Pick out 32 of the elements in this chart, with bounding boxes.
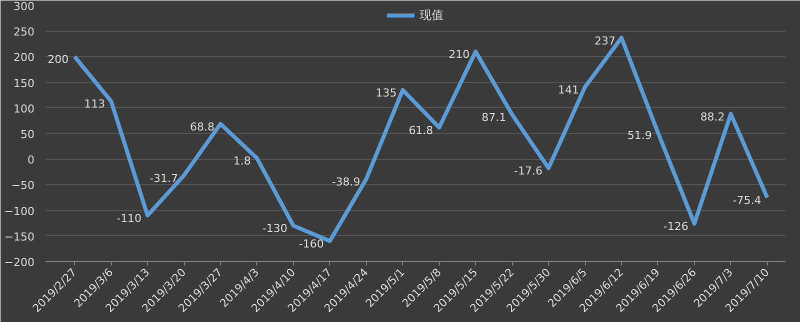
data-label: 113 (84, 98, 106, 111)
data-label: -31.7 (150, 172, 178, 185)
data-label: -75.4 (732, 194, 762, 208)
data-label: 135 (376, 86, 397, 100)
y-tick-label: 100 (14, 102, 35, 116)
y-tick-label: −150 (4, 230, 35, 244)
data-label: -38.9 (332, 176, 360, 189)
y-tick-label: −100 (4, 204, 35, 218)
y-tick-label: 250 (14, 26, 35, 39)
y-tick-label: 300 (14, 0, 35, 13)
data-label: 237 (594, 34, 616, 48)
y-tick-label: 50 (20, 128, 35, 141)
data-label: 88.2 (700, 110, 725, 124)
y-tick-label: 150 (14, 76, 35, 90)
data-label: 61.8 (408, 124, 434, 137)
data-label: 68.8 (190, 120, 214, 134)
y-tick-label: −50 (11, 179, 35, 192)
data-label: 200 (48, 53, 69, 66)
y-tick-label: 200 (14, 51, 35, 64)
data-label: -17.6 (514, 164, 543, 178)
data-label: 87.1 (482, 111, 506, 124)
data-label: 210 (448, 48, 470, 62)
y-tick-label: 0 (28, 154, 34, 167)
data-label: -160 (298, 238, 324, 251)
data-label: -130 (262, 222, 288, 236)
data-label: 51.9 (627, 129, 652, 142)
y-tick-label: −200 (4, 256, 35, 269)
data-label: 141 (558, 83, 580, 96)
legend-label: 现值 (420, 6, 444, 24)
data-label: 1.8 (233, 154, 251, 168)
data-label: -126 (663, 220, 688, 234)
data-label: -110 (116, 212, 142, 225)
